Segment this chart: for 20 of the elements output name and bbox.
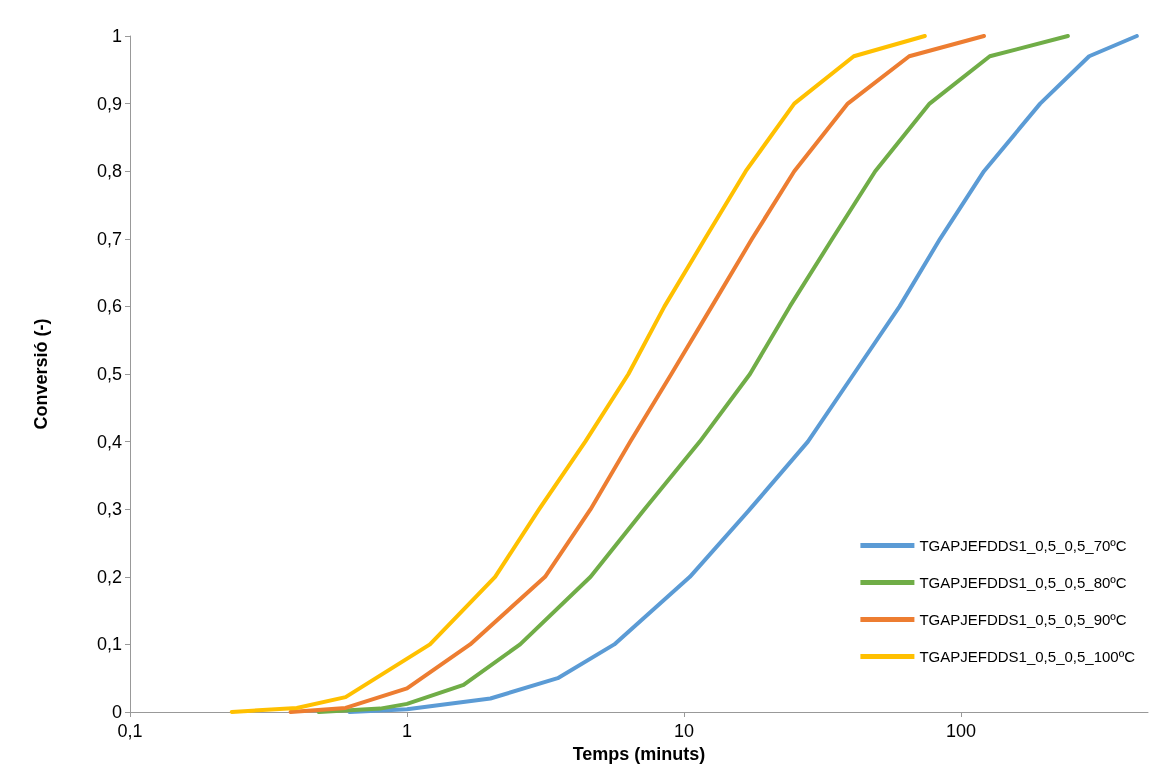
y-tick-label: 0,1 <box>96 634 122 655</box>
y-tick-label: 0,8 <box>96 161 122 182</box>
x-tick-label: 1 <box>402 721 413 741</box>
y-tick-label: 0 <box>111 702 122 722</box>
x-axis-title: Temps (minuts) <box>572 743 706 764</box>
legend-label: TGAPJEFDDS1_0,5_0,5_100ºC <box>919 648 1136 665</box>
x-tick-label: 10 <box>674 721 695 741</box>
y-tick-label: 0,4 <box>96 431 122 452</box>
y-tick-label: 1 <box>111 26 122 46</box>
y-tick-label: 0,9 <box>96 93 122 114</box>
legend-label: TGAPJEFDDS1_0,5_0,5_90ºC <box>919 611 1127 628</box>
y-tick-label: 0,7 <box>96 228 122 249</box>
y-tick-label: 0,6 <box>96 296 122 317</box>
legend-label: TGAPJEFDDS1_0,5_0,5_70ºC <box>919 537 1127 554</box>
legend-label: TGAPJEFDDS1_0,5_0,5_80ºC <box>919 574 1127 591</box>
y-tick-label: 0,3 <box>96 499 122 520</box>
x-tick-label: 100 <box>946 721 977 741</box>
y-tick-label: 0,2 <box>96 566 122 587</box>
y-axis-title: Conversió (-) <box>31 318 51 430</box>
y-tick-label: 0,5 <box>96 364 122 384</box>
